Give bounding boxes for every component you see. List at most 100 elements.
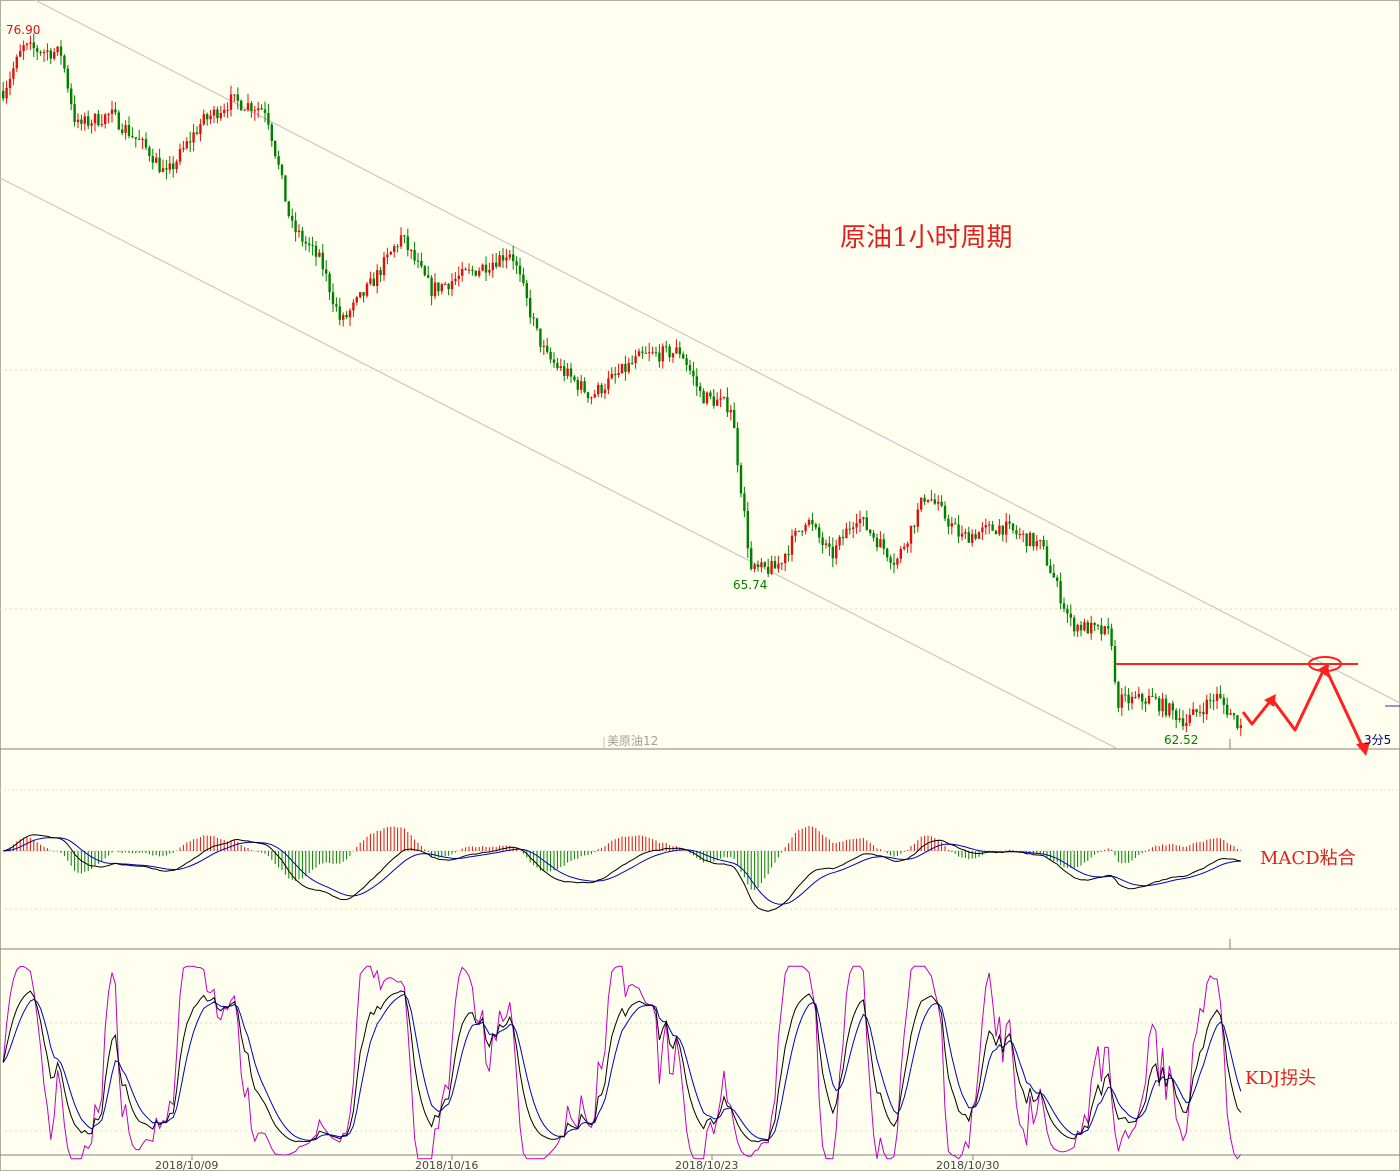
candle-body (345, 314, 348, 318)
candle-body (158, 157, 161, 172)
candle-body (359, 292, 362, 298)
candle-body (114, 109, 117, 113)
candle-body (1025, 533, 1028, 547)
candle-body (331, 292, 335, 305)
candle-body (624, 364, 627, 372)
candle-body (257, 108, 260, 111)
candle-body (753, 564, 756, 570)
candle-body (335, 304, 338, 307)
candle-body (1192, 709, 1195, 715)
candle-body (549, 351, 552, 360)
candle-body (943, 505, 947, 519)
candle-body (393, 246, 396, 252)
candle-body (739, 465, 743, 494)
high-price-label: 76.90 (6, 23, 40, 37)
candle-body (790, 535, 794, 555)
candle-body (607, 378, 610, 390)
candle-body (841, 536, 845, 539)
candle-body (957, 524, 960, 537)
candle-body (1212, 700, 1215, 702)
candle-body (410, 249, 413, 251)
candle-body (1141, 693, 1144, 702)
candle-body (535, 318, 539, 329)
candle-body (658, 352, 661, 362)
kdj-k-line (2, 990, 1242, 1143)
candle-body (821, 537, 824, 545)
candle-body (1202, 711, 1205, 715)
candle-body (974, 534, 977, 539)
candle-body (685, 358, 688, 366)
candle-body (767, 566, 770, 574)
candle-body (1110, 628, 1113, 647)
candle-body (1011, 523, 1015, 531)
candle-body (675, 347, 678, 354)
candle-body (15, 56, 18, 69)
candle-body (280, 164, 284, 176)
candle-body (348, 310, 352, 318)
candle-body (104, 114, 107, 125)
price-grid (0, 369, 1400, 610)
candle-body (121, 129, 124, 133)
candle-body (355, 297, 358, 303)
candle-body (702, 391, 705, 404)
candle-body (811, 519, 814, 525)
candle-body (464, 268, 467, 270)
candle-body (879, 539, 882, 548)
candle-body (478, 270, 481, 276)
candle-body (981, 527, 984, 533)
candle-body (814, 524, 817, 528)
candle-body (444, 283, 447, 285)
candle-body (1073, 617, 1076, 632)
candle-body (1151, 695, 1154, 697)
candle-body (189, 141, 192, 143)
candle-body (994, 530, 998, 535)
channel-upper-line (34, 0, 1400, 704)
candle-body (301, 230, 304, 242)
candle-body (1103, 626, 1106, 635)
candle-body (512, 254, 515, 262)
candle-body (525, 283, 528, 299)
candle-body (692, 370, 695, 377)
candle-body (284, 175, 287, 202)
candle-body (87, 116, 90, 126)
candle-body (1158, 698, 1161, 712)
macd-histogram (6, 826, 1242, 890)
candle-body (566, 368, 569, 376)
candle-body (529, 298, 532, 318)
candle-body (665, 346, 668, 348)
candle-body (450, 281, 454, 290)
candle-body (1032, 533, 1035, 547)
candle-body (270, 124, 273, 141)
candle-body (399, 235, 403, 247)
candle-body (423, 266, 426, 276)
candle-body (5, 87, 8, 99)
candle-body (882, 539, 885, 549)
candle-body (144, 139, 148, 148)
candle-body (855, 523, 858, 528)
candle-body (226, 109, 229, 111)
candle-body (631, 362, 634, 364)
candle-body (267, 112, 270, 125)
candle-body (634, 356, 637, 364)
candle-body (240, 100, 243, 111)
candle-body (352, 302, 355, 311)
candle-body (508, 254, 511, 258)
candle-body (491, 262, 494, 271)
candle-body (461, 268, 464, 276)
candle-body (498, 255, 501, 267)
candle-body (617, 373, 620, 375)
candle-body (848, 528, 851, 530)
candle-body (308, 243, 311, 246)
candle-body (1062, 603, 1066, 609)
candle-body (954, 523, 957, 525)
candle-body (1039, 539, 1042, 542)
candle-body (325, 269, 328, 274)
candle-body (1117, 681, 1120, 708)
kdj-j-line (2, 965, 1242, 1160)
x-axis: 2018/10/09 2018/10/16 2018/10/23 2018/10… (155, 1155, 999, 1171)
candle-body (161, 168, 165, 172)
candle-body (22, 45, 25, 52)
x-tick-label: 2018/10/23 (675, 1159, 738, 1171)
candle-body (277, 156, 280, 165)
